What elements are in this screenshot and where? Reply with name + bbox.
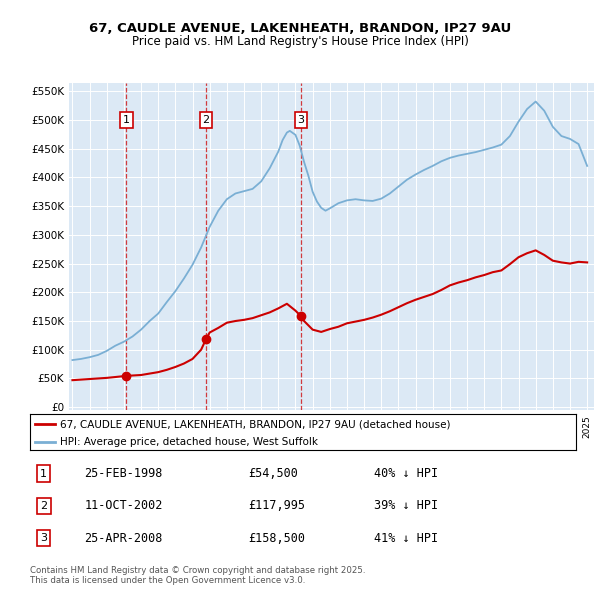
Text: 2: 2	[202, 115, 209, 125]
Text: 1: 1	[40, 469, 47, 478]
Text: 67, CAUDLE AVENUE, LAKENHEATH, BRANDON, IP27 9AU (detached house): 67, CAUDLE AVENUE, LAKENHEATH, BRANDON, …	[60, 419, 451, 429]
Text: £158,500: £158,500	[248, 532, 305, 545]
Text: 67, CAUDLE AVENUE, LAKENHEATH, BRANDON, IP27 9AU: 67, CAUDLE AVENUE, LAKENHEATH, BRANDON, …	[89, 22, 511, 35]
Text: 41% ↓ HPI: 41% ↓ HPI	[374, 532, 438, 545]
Text: £54,500: £54,500	[248, 467, 298, 480]
Text: 3: 3	[40, 533, 47, 543]
Text: 25-APR-2008: 25-APR-2008	[85, 532, 163, 545]
Text: 1: 1	[123, 115, 130, 125]
Text: £117,995: £117,995	[248, 499, 305, 512]
Text: 25-FEB-1998: 25-FEB-1998	[85, 467, 163, 480]
Text: 40% ↓ HPI: 40% ↓ HPI	[374, 467, 438, 480]
Text: 2: 2	[40, 501, 47, 511]
Text: Contains HM Land Registry data © Crown copyright and database right 2025.
This d: Contains HM Land Registry data © Crown c…	[30, 566, 365, 585]
Text: 39% ↓ HPI: 39% ↓ HPI	[374, 499, 438, 512]
Text: HPI: Average price, detached house, West Suffolk: HPI: Average price, detached house, West…	[60, 437, 318, 447]
Text: 11-OCT-2002: 11-OCT-2002	[85, 499, 163, 512]
Text: 3: 3	[298, 115, 304, 125]
Text: Price paid vs. HM Land Registry's House Price Index (HPI): Price paid vs. HM Land Registry's House …	[131, 35, 469, 48]
